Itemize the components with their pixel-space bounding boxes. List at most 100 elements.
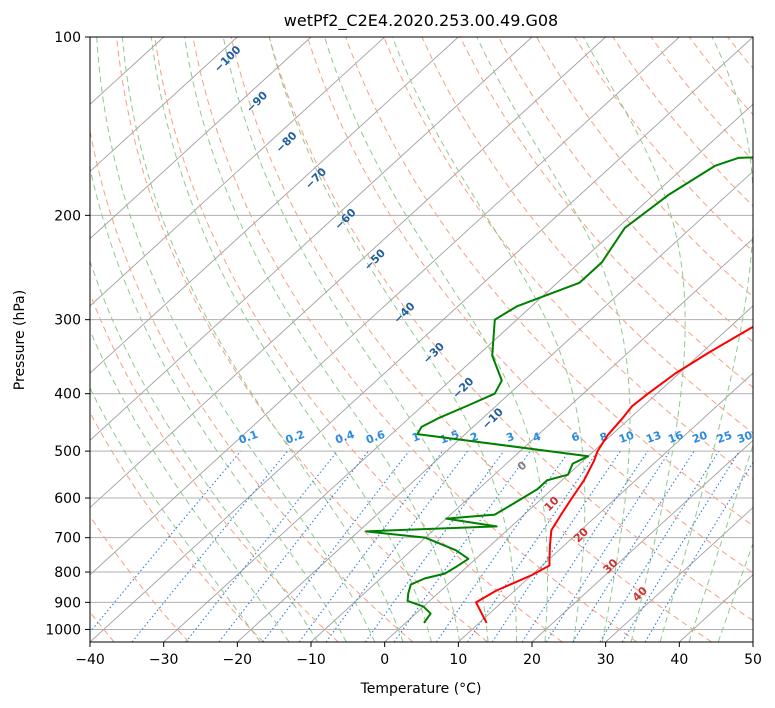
moist-adiabat-line [688, 443, 753, 642]
dry-adiabat-line [230, 37, 712, 642]
temperature-profile-line [475, 325, 753, 624]
dry-adiabat-label: −90 [244, 88, 271, 115]
dry-adiabat-label: −50 [362, 246, 389, 273]
dry-adiabat-label: −30 [420, 340, 447, 367]
dry-adiabat-line [90, 515, 190, 642]
mixing-ratio-label: 13 [644, 429, 663, 446]
mixing-ratio-line [521, 450, 649, 642]
dry-adiabat-line [90, 128, 414, 642]
moist-adiabat-line [121, 37, 404, 642]
y-axis-ticks: 100 200 300 400 500 600 700 800 900 1000 [45, 30, 90, 638]
moist-adiabat-line [90, 259, 319, 642]
y-tick-label: 100 [54, 30, 81, 46]
isotherm-line [752, 641, 753, 642]
mixing-ratio-line [298, 450, 444, 642]
dry-adiabat-line [116, 37, 488, 642]
dry-adiabats [90, 37, 775, 642]
x-tick-label: 40 [670, 652, 688, 668]
mixing-ratio-label: 0.2 [284, 428, 307, 447]
y-tick-label: 200 [54, 208, 81, 224]
mixing-ratio-label: 3 [504, 430, 516, 445]
dry-adiabat-line [421, 37, 753, 434]
isotherm-line [90, 37, 312, 240]
moist-adiabat-line [96, 37, 376, 642]
dry-adiabat-line [154, 37, 563, 642]
moist-adiabat-line [150, 37, 432, 642]
mixing-ratio-label: 25 [715, 429, 734, 446]
moist-adiabat-line [90, 329, 290, 642]
sounding-series [364, 156, 753, 624]
isotherm-line [90, 37, 385, 307]
mixing-ratio-line [131, 450, 289, 642]
mixing-ratio-line [545, 450, 671, 642]
moist-adiabat-line [324, 37, 549, 642]
isotherm-line [90, 37, 753, 642]
dry-adiabat-line [766, 37, 775, 642]
dry-adiabat-line [574, 37, 753, 252]
mixing-ratio-line [218, 450, 369, 642]
isotherm-line [90, 37, 606, 509]
mixing-ratio-line [599, 450, 720, 642]
mixing-ratio-label: 4 [531, 430, 543, 445]
moist-adiabat-line [659, 37, 753, 642]
y-tick-label: 500 [54, 444, 81, 460]
mixing-ratio-line [572, 450, 695, 642]
dry-adiabat-line [727, 37, 753, 70]
isotherm-line [90, 37, 459, 374]
dry-adiabat-line [612, 37, 753, 207]
moist-adiabat-line [476, 37, 631, 642]
x-tick-label: −20 [223, 652, 253, 668]
mixing-ratio-lines [90, 450, 753, 642]
y-tick-label: 900 [54, 595, 81, 611]
isotherm-line [310, 238, 753, 642]
mixing-ratio-line [621, 450, 740, 642]
mixing-ratio-line [262, 450, 410, 642]
dry-adiabat-label: −60 [332, 206, 359, 233]
dry-adiabat-line [268, 37, 753, 622]
mixing-ratio-line [364, 450, 505, 642]
isotherm-line [605, 506, 753, 642]
mixing-ratio-label: 1 [410, 430, 422, 445]
dry-adiabat-label: −10 [479, 405, 506, 432]
plot-frame [89, 36, 754, 643]
mixing-ratio-line [90, 450, 242, 633]
mixing-ratio-label: 16 [666, 428, 685, 446]
dry-adiabat-line [497, 37, 753, 343]
mixing-ratio-label: 10 [617, 428, 636, 446]
isotherm-line [384, 305, 753, 642]
y-tick-label: 300 [54, 313, 81, 329]
mixing-ratio-line [467, 450, 599, 642]
dry-adiabat-line [307, 37, 753, 574]
mixing-ratio-line [393, 450, 531, 642]
moist-adiabat-line [582, 37, 686, 642]
mixing-ratio-label: 0.6 [364, 428, 387, 447]
mixing-ratio-label: 20 [690, 428, 709, 446]
isotherm-line [531, 439, 753, 642]
moist-adiabat-line [90, 165, 347, 642]
mixing-ratio-label: 0.4 [333, 428, 356, 447]
isotherm-line [458, 372, 753, 642]
moist-adiabat-line [391, 37, 586, 642]
moist-adiabat-line [90, 386, 261, 642]
isotherm-line [90, 37, 533, 441]
x-tick-label: −30 [149, 652, 179, 668]
dry-adiabat-line [192, 37, 638, 642]
y-tick-label: 700 [54, 531, 81, 547]
dry-adiabat-label: 20 [571, 525, 591, 545]
dry-adiabat-line [650, 37, 753, 162]
mixing-ratio-label: 0.1 [237, 428, 260, 447]
mixing-ratio-line [325, 450, 468, 642]
mixing-ratio-label: 36 [756, 428, 775, 446]
isotherm-gridlines [90, 37, 753, 642]
dewpoint-profile-line [364, 156, 753, 624]
dry-adiabat-label: 10 [542, 494, 562, 514]
mixing-ratio-line [435, 450, 570, 642]
isotherm-line [237, 170, 753, 642]
y-tick-label: 400 [54, 387, 81, 403]
x-tick-label: 50 [744, 652, 762, 668]
y-axis-title: Pressure (hPa) [12, 290, 28, 390]
y-tick-label: 1000 [45, 622, 81, 638]
x-tick-label: 20 [523, 652, 541, 668]
mixing-ratio-line [185, 450, 338, 642]
